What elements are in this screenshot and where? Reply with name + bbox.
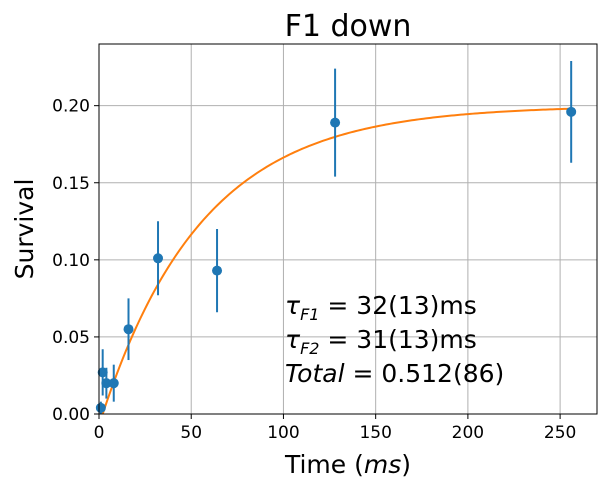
- y-tick-label: 0.10: [52, 251, 90, 271]
- x-axis-ticks: 0 50 100 150 200 250: [94, 414, 576, 443]
- x-tick-label: 200: [452, 423, 484, 443]
- x-tick-label: 50: [180, 423, 202, 443]
- y-axis-label: Survival: [10, 179, 39, 280]
- data-point: [566, 106, 577, 117]
- x-tick-label: 0: [94, 423, 105, 443]
- y-axis-ticks: 0.00 0.05 0.10 0.15 0.20: [52, 97, 99, 425]
- x-tick-label: 150: [359, 423, 391, 443]
- fit-result-line: τF1 = 32(13)ms: [285, 291, 477, 324]
- data-point: [212, 265, 223, 276]
- data-point: [97, 367, 108, 378]
- plot-frame: [98, 43, 598, 415]
- x-axis-label: Time (ms): [284, 450, 411, 479]
- data-points: [95, 60, 577, 414]
- x-tick-label: 100: [267, 423, 299, 443]
- chart-title: F1 down: [285, 9, 412, 44]
- y-tick-label: 0.20: [52, 97, 90, 117]
- fit-line: [101, 107, 572, 415]
- data-point: [108, 378, 119, 389]
- data-point: [153, 253, 164, 264]
- data-point: [101, 378, 112, 389]
- fit-result-line: τF2 = 31(13)ms: [285, 325, 477, 358]
- x-tick-label: 250: [544, 423, 576, 443]
- fit-result-line: Total = 0.512(86): [285, 359, 504, 388]
- data-point: [95, 402, 106, 413]
- y-tick-label: 0.15: [52, 174, 90, 194]
- fit-curve: [101, 107, 572, 415]
- data-point: [123, 324, 134, 335]
- y-tick-label: 0.05: [52, 328, 90, 348]
- data-point: [330, 117, 341, 128]
- y-tick-label: 0.00: [52, 405, 90, 425]
